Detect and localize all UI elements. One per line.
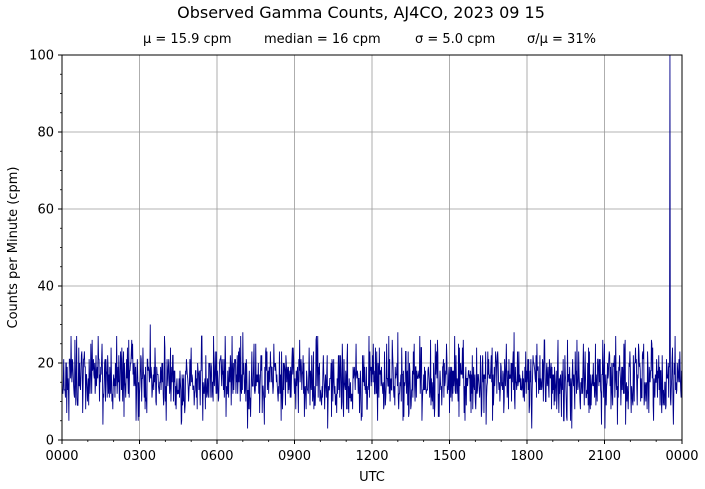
- y-tick-label-4: 80: [37, 126, 54, 141]
- stat-cv: σ/μ = 31%: [527, 32, 596, 47]
- series-line: [61, 54, 683, 429]
- y-tick-label-1: 20: [37, 357, 54, 372]
- y-tick-label-3: 60: [37, 203, 54, 218]
- x-tick-label-4: 1200: [355, 449, 388, 464]
- x-tick-label-1: 0300: [123, 449, 156, 464]
- y-tick-label-2: 40: [37, 280, 54, 295]
- x-tick-label-7: 2100: [588, 449, 621, 464]
- x-tick-label-6: 1800: [510, 449, 543, 464]
- stat-mean: μ = 15.9 cpm: [143, 32, 232, 47]
- stat-sd: σ = 5.0 cpm: [415, 32, 496, 47]
- x-axis-label: UTC: [359, 470, 385, 485]
- x-tick-label-8: 0000: [665, 449, 698, 464]
- y-tick-label-0: 0: [46, 434, 54, 449]
- y-tick-label-5: 100: [29, 49, 54, 64]
- x-tick-label-0: 0000: [45, 449, 78, 464]
- chart-title: Observed Gamma Counts, AJ4CO, 2023 09 15: [177, 3, 545, 22]
- y-axis-label: Counts per Minute (cpm): [6, 167, 21, 329]
- x-tick-label-3: 0900: [278, 449, 311, 464]
- stat-median: median = 16 cpm: [264, 32, 381, 47]
- x-tick-label-2: 0600: [200, 449, 233, 464]
- x-tick-label-5: 1500: [433, 449, 466, 464]
